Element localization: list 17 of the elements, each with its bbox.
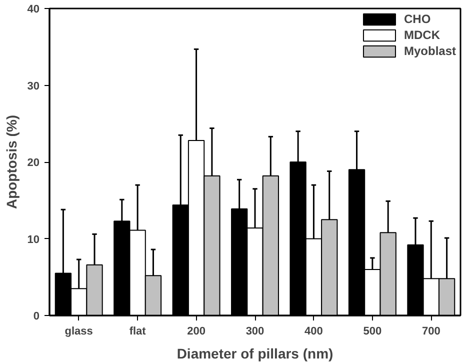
x-tick-label: flat [129, 326, 146, 338]
x-tick-label: 400 [304, 326, 323, 338]
y-tick-label: 20 [27, 157, 40, 169]
y-tick-label: 10 [27, 234, 40, 246]
y-tick-label: 0 [33, 310, 40, 322]
legend-label: MDCK [404, 28, 440, 42]
legend-label: CHO [404, 12, 431, 26]
y-axis-title: Apoptosis (%) [3, 114, 20, 210]
y-tick-label: 40 [27, 4, 40, 16]
x-tick-label: 700 [422, 326, 440, 338]
x-tick-label: 200 [187, 326, 206, 338]
x-axis-title: Diameter of pillars (nm) [176, 346, 334, 362]
x-tick-label: 500 [363, 326, 382, 338]
legend-label: Myoblast [404, 44, 456, 58]
y-tick-label: 30 [27, 80, 40, 92]
x-tick-label: 300 [246, 326, 264, 338]
x-tick-label: glass [64, 326, 93, 338]
